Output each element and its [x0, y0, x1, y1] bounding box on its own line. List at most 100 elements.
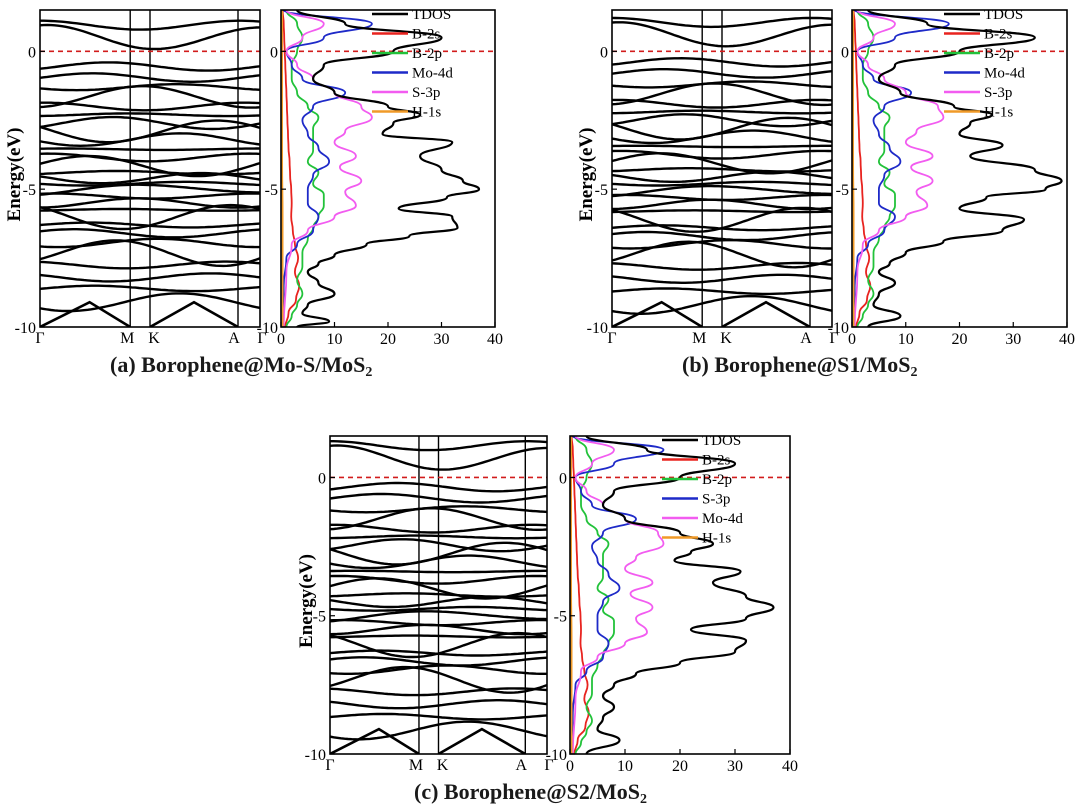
y-tick-label: 0: [841, 44, 849, 61]
band-line: [40, 300, 131, 327]
legend-label: S-3p: [702, 492, 730, 508]
k-point-label: K: [148, 330, 160, 347]
x-tick-label: 0: [848, 331, 856, 348]
legend-label: B-2s: [984, 27, 1013, 43]
k-point-label: A: [800, 330, 812, 347]
legend-label: S-3p: [412, 85, 440, 101]
y-axis-label: Energy(eV): [296, 554, 317, 648]
dos-series-b-2p: [574, 436, 615, 754]
legend-label: S-3p: [984, 85, 1012, 101]
dos-series-h-1s: [281, 10, 284, 327]
dos-series-b-2p: [285, 10, 325, 327]
dos-curves-b: [852, 10, 1063, 327]
x-tick-label: 10: [617, 758, 633, 775]
caption-c-text: (c) Borophene@S2/MoS: [414, 779, 641, 804]
x-tick-label: 40: [1059, 331, 1075, 348]
legend-label: H-1s: [702, 531, 731, 547]
caption-b-subscript: 2: [910, 365, 918, 380]
band-line: [149, 300, 239, 327]
legend-label: B-2p: [702, 472, 732, 488]
band-line: [330, 727, 420, 754]
y-tick-label: -5: [265, 182, 278, 199]
k-point-label: A: [516, 757, 528, 774]
legend-label: B-2p: [412, 46, 442, 62]
dos-a: 0 10 20 30 40 0 -5 -10 TDOS B-2s B-2p Mo-4d S-3p H-1s: [257, 7, 503, 348]
caption-a: (a) Borophene@Mo-S/MoS2: [110, 352, 372, 381]
y-tick-label: 0: [559, 470, 567, 487]
caption-b: (b) Borophene@S1/MoS2: [682, 352, 917, 381]
x-tick-label: 0: [277, 331, 285, 348]
dos-series-tdos: [585, 436, 775, 754]
dos-frame: [280, 9, 496, 328]
k-point-label: K: [720, 330, 732, 347]
legend-label: B-2s: [702, 453, 731, 469]
legend-label: TDOS: [702, 433, 741, 449]
dos-series-h-1s: [570, 436, 573, 754]
legend-c: TDOS B-2s B-2p S-3p Mo-4d H-1s: [662, 433, 743, 547]
dos-series-tdos: [296, 10, 481, 327]
k-point-label: Γ: [257, 330, 266, 347]
k-point-label: M: [120, 330, 134, 347]
y-tick-label: 0: [270, 44, 278, 61]
y-tick-label: -10: [305, 747, 326, 764]
dos-series-b-2s: [281, 10, 301, 327]
dos-c: 0 10 20 30 40 0 -5 -10 TDOS B-2s B-2p S-3p Mo-4d H-1s: [546, 433, 798, 775]
legend-label: TDOS: [984, 7, 1023, 23]
x-tick-label: 30: [727, 758, 743, 775]
y-axis-label: Energy(eV): [4, 128, 25, 222]
y-tick-label: -10: [587, 320, 608, 337]
y-tick-label: 0: [318, 470, 326, 487]
k-point-label: Γ: [325, 757, 334, 774]
y-axis-label: Energy(eV): [576, 128, 597, 222]
band-line: [612, 300, 703, 327]
x-tick-label: 0: [566, 758, 574, 775]
x-tick-label: 20: [952, 331, 968, 348]
dos-series-s-3p: [853, 10, 945, 327]
k-point-label: Γ: [607, 330, 616, 347]
legend-b: TDOS B-2s B-2p Mo-4d S-3p H-1s: [944, 7, 1025, 121]
dos-series-b-2s: [570, 436, 590, 754]
x-tick-label: 40: [487, 331, 503, 348]
dos-series-mo-4d: [571, 436, 665, 754]
x-tick-label: 30: [1005, 331, 1021, 348]
legend-label: H-1s: [984, 105, 1013, 121]
band-frame: [329, 435, 548, 755]
x-tick-label: 20: [380, 331, 396, 348]
legend-label: Mo-4d: [412, 66, 453, 82]
k-point-label: Γ: [829, 330, 838, 347]
y-tick-label: -5: [836, 182, 849, 199]
legend-label: H-1s: [412, 105, 441, 121]
y-tick-label: -5: [23, 182, 36, 199]
legend-label: B-2s: [412, 27, 441, 43]
legend-label: Mo-4d: [702, 511, 743, 527]
legend-label: TDOS: [412, 7, 451, 23]
x-tick-label: 10: [327, 331, 343, 348]
dos-series-b-2p: [856, 10, 896, 327]
x-tick-label: 40: [782, 758, 798, 775]
y-tick-label: -5: [313, 609, 326, 626]
k-point-label: A: [228, 330, 240, 347]
band-line: [721, 300, 811, 327]
dos-series-b-2s: [852, 10, 872, 327]
y-tick-label: -10: [828, 320, 849, 337]
legend-label: B-2p: [984, 46, 1014, 62]
dos-curves-a: [281, 10, 481, 327]
x-tick-label: 30: [434, 331, 450, 348]
y-tick-label: -10: [257, 320, 278, 337]
y-tick-label: -5: [554, 609, 567, 626]
legend-label: Mo-4d: [984, 66, 1025, 82]
dos-series-s-3p: [282, 10, 373, 327]
dos-frame: [569, 435, 791, 755]
dos-series-h-1s: [852, 10, 855, 327]
y-tick-label: 0: [600, 44, 608, 61]
x-tick-label: 20: [672, 758, 688, 775]
k-point-label: Γ: [544, 757, 553, 774]
band-frame: [611, 9, 833, 328]
